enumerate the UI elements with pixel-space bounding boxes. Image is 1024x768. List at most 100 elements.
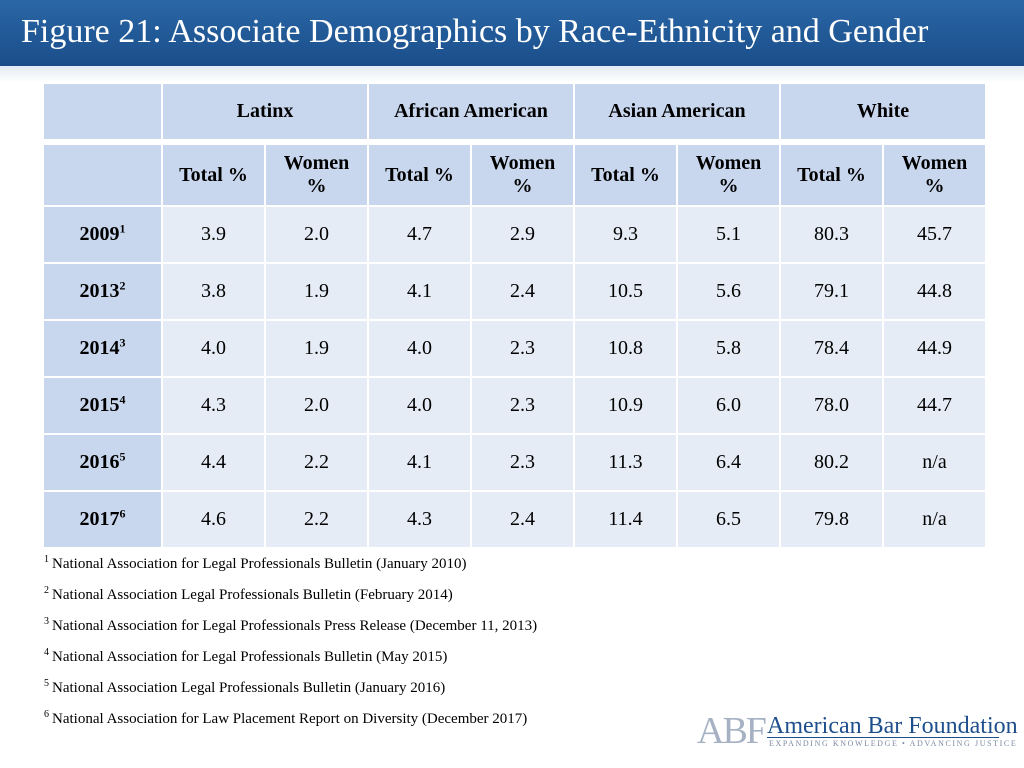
row-footnote-marker: 1 [119,221,126,236]
row-year: 2014 [79,337,120,359]
row-year-label: 20165 [44,435,161,490]
table-cell: 9.3 [575,207,676,262]
table-cell: 44.8 [884,264,985,319]
row-year-label: 20176 [44,492,161,547]
sub-header-women: Women % [884,145,985,205]
footnote-text: National Association Legal Professionals… [52,587,453,603]
table-cell: 11.4 [575,492,676,547]
table-cell: 78.4 [781,321,882,376]
group-header-latinx: Latinx [163,84,367,139]
footnote-number: 2 [44,585,49,596]
group-header-white: White [781,84,985,139]
table-cell: 11.3 [575,435,676,490]
table-cell: 2.4 [472,264,573,319]
table-cell: 10.9 [575,378,676,433]
table-cell: 1.9 [266,264,367,319]
footnote-text: National Association for Law Placement R… [52,711,528,727]
sub-header-total: Total % [369,145,470,205]
table-cell: 78.0 [781,378,882,433]
table-cell: 44.7 [884,378,985,433]
sub-header-women: Women % [678,145,779,205]
table-cell: 2.3 [472,378,573,433]
table-cell: 4.1 [369,435,470,490]
table-cell: 5.8 [678,321,779,376]
sub-header-total: Total % [575,145,676,205]
footnote-item: 3 National Association for Legal Professi… [44,615,537,646]
row-year: 2013 [79,280,120,302]
abf-monogram: ABF [697,710,767,752]
group-header-row: Latinx African American Asian American W… [44,84,985,139]
abf-logo: ABF American Bar Foundation EXPANDING KN… [697,710,1018,752]
table-row: 20143 4.0 1.9 4.0 2.3 10.8 5.8 78.4 44.9 [44,321,985,376]
table-cell: 79.1 [781,264,882,319]
row-year: 2015 [79,394,120,416]
row-year-label: 20091 [44,207,161,262]
title-bar: Figure 21: Associate Demographics by Rac… [0,0,1024,69]
logo-tagline: EXPANDING KNOWLEDGE • ADVANCING JUSTICE [769,739,1018,748]
table-cell: 2.2 [266,492,367,547]
table-cell: 10.5 [575,264,676,319]
table-cell: 2.0 [266,378,367,433]
table-row: 20091 3.9 2.0 4.7 2.9 9.3 5.1 80.3 45.7 [44,207,985,262]
table-cell: n/a [884,492,985,547]
table-cell: 4.0 [163,321,264,376]
table-cell: 4.0 [369,378,470,433]
demographics-table: Latinx African American Asian American W… [42,82,987,549]
row-year-label: 20143 [44,321,161,376]
table-cell: 3.9 [163,207,264,262]
corner-cell [44,84,161,139]
table-cell: 44.9 [884,321,985,376]
table-cell: 10.8 [575,321,676,376]
table-cell: n/a [884,435,985,490]
table-cell: 4.4 [163,435,264,490]
footnote-number: 6 [44,709,49,720]
table-row: 20154 4.3 2.0 4.0 2.3 10.9 6.0 78.0 44.7 [44,378,985,433]
table-row: 20176 4.6 2.2 4.3 2.4 11.4 6.5 79.8 n/a [44,492,985,547]
footnote-number: 3 [44,616,49,627]
table-cell: 5.1 [678,207,779,262]
footnote-text: National Association Legal Professionals… [52,680,446,696]
table-cell: 2.0 [266,207,367,262]
page-title: Figure 21: Associate Demographics by Rac… [21,13,929,50]
table-cell: 1.9 [266,321,367,376]
table-cell: 80.3 [781,207,882,262]
table-cell: 4.3 [163,378,264,433]
table-cell: 4.7 [369,207,470,262]
footnote-item: 1 National Association for Legal Professi… [44,553,537,584]
group-header-asian-american: Asian American [575,84,779,139]
row-footnote-marker: 2 [119,278,126,293]
table-cell: 5.6 [678,264,779,319]
table-cell: 2.4 [472,492,573,547]
table-cell: 3.8 [163,264,264,319]
table-cell: 79.8 [781,492,882,547]
corner-cell [44,145,161,205]
footnote-number: 1 [44,554,49,565]
footnote-number: 4 [44,647,49,658]
table-cell: 2.9 [472,207,573,262]
row-year-label: 20154 [44,378,161,433]
footnote-item: 4 National Association for Legal Professi… [44,646,537,677]
table-cell: 6.4 [678,435,779,490]
table-row: 20165 4.4 2.2 4.1 2.3 11.3 6.4 80.2 n/a [44,435,985,490]
table-row: 20132 3.8 1.9 4.1 2.4 10.5 5.6 79.1 44.8 [44,264,985,319]
footnote-text: National Association for Legal Professio… [52,649,448,665]
table-cell: 4.6 [163,492,264,547]
footnote-text: National Association for Legal Professio… [52,556,467,572]
sub-header-total: Total % [163,145,264,205]
sub-header-women: Women % [472,145,573,205]
row-footnote-marker: 5 [119,449,126,464]
table-cell: 6.0 [678,378,779,433]
row-footnote-marker: 6 [119,506,126,521]
logo-name: American Bar Foundation [767,713,1018,739]
row-year: 2017 [79,508,120,530]
sub-header-row: Total % Women % Total % Women % Total % … [44,145,985,205]
row-year-label: 20132 [44,264,161,319]
row-year: 2016 [79,451,120,473]
footnote-item: 5 National Association Legal Professional… [44,677,537,708]
logo-rule [767,737,999,738]
sub-header-women: Women % [266,145,367,205]
footnote-item: 2 National Association Legal Professional… [44,584,537,615]
table-cell: 2.2 [266,435,367,490]
sub-header-total: Total % [781,145,882,205]
table-cell: 6.5 [678,492,779,547]
